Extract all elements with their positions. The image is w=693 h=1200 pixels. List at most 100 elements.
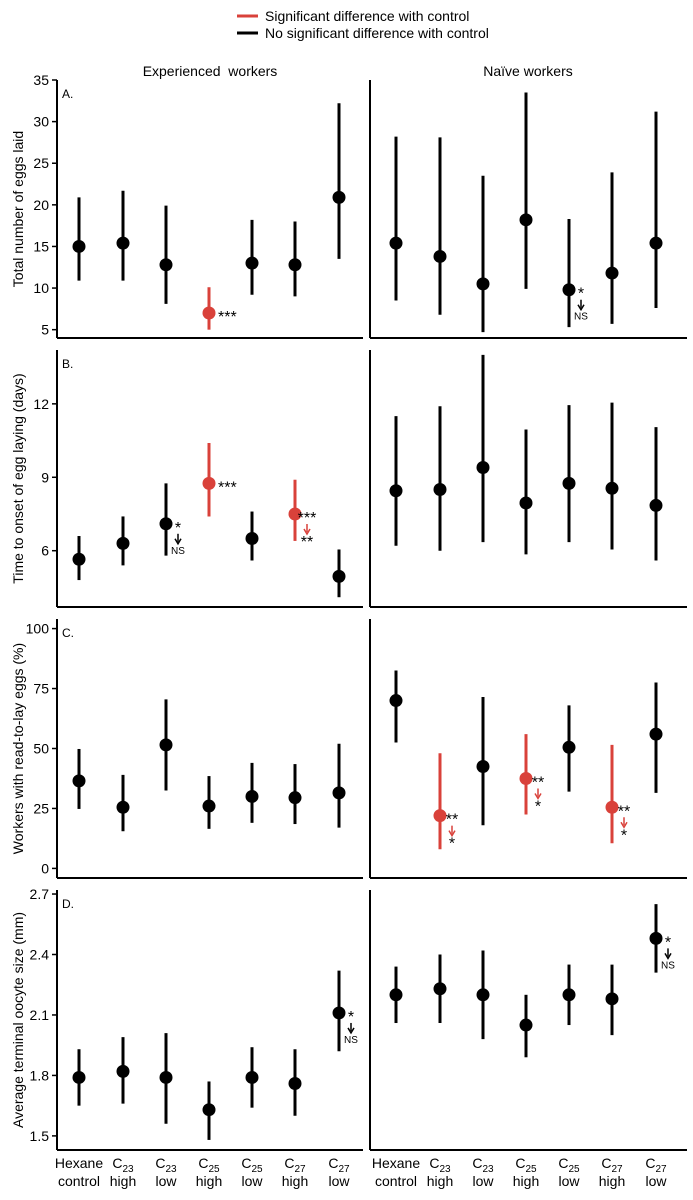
data-point — [389, 988, 403, 1002]
category-label: C23 — [112, 1155, 134, 1175]
data-point — [476, 988, 490, 1002]
data-point — [245, 1070, 259, 1084]
category-label: C25 — [198, 1155, 220, 1175]
category-label-line2: high — [599, 1173, 625, 1189]
category-label-line2: high — [196, 1173, 222, 1189]
significance-label: * — [665, 934, 671, 951]
category-label-line2: high — [282, 1173, 308, 1189]
data-point — [476, 460, 490, 474]
significance-label: * — [175, 520, 181, 537]
arrow-head — [534, 793, 542, 800]
panel-label: B. — [62, 357, 73, 371]
y-axis-label: Total number of eggs laid — [10, 131, 26, 287]
data-point — [332, 786, 346, 800]
y-axis-label: Time to onset of egg laying (days) — [10, 373, 26, 583]
significance-label: ** — [532, 774, 544, 791]
significance-label: *** — [298, 510, 317, 527]
data-point — [519, 1018, 533, 1032]
data-point — [288, 1076, 302, 1090]
data-point — [519, 771, 533, 785]
category-label: Hexane — [372, 1155, 420, 1171]
panel-2: 6 9 12 B. Time to onset of egg laying (days)… — [10, 350, 687, 608]
y-tick-label: 30 — [33, 114, 49, 130]
data-point — [202, 306, 216, 320]
significance-label: NS — [574, 312, 588, 323]
data-point — [605, 266, 619, 280]
data-point — [332, 569, 346, 583]
arrow-head — [664, 952, 672, 960]
y-tick-label: 1.8 — [30, 1067, 50, 1083]
y-tick-label: 6 — [41, 543, 49, 559]
category-label-line2: low — [558, 1173, 580, 1189]
category-label-line2: high — [427, 1173, 453, 1189]
legend-label-not-significant: No significant difference with control — [265, 25, 489, 41]
category-label-line2: low — [328, 1173, 350, 1189]
y-tick-label: 2.4 — [30, 946, 50, 962]
y-tick-label: 20 — [33, 197, 49, 213]
data-point — [116, 536, 130, 550]
significance-label: NS — [344, 1035, 358, 1046]
data-point — [116, 800, 130, 814]
significance-label: * — [348, 1009, 354, 1026]
category-label: C27 — [328, 1155, 350, 1175]
data-point — [288, 507, 302, 521]
panel-label: A. — [62, 87, 73, 101]
data-point — [605, 481, 619, 495]
significance-label: * — [578, 286, 584, 303]
data-point — [389, 694, 403, 708]
data-point — [159, 517, 173, 531]
y-tick-label: 1.5 — [30, 1128, 50, 1144]
data-point — [159, 258, 173, 272]
panel-label: D. — [62, 897, 74, 911]
data-point — [288, 791, 302, 805]
y-tick-label: 9 — [41, 469, 49, 485]
arrow-head — [577, 304, 585, 312]
data-point — [649, 498, 663, 512]
data-point — [72, 1070, 86, 1084]
data-point — [116, 236, 130, 250]
y-tick-label: 2.1 — [30, 1007, 50, 1023]
category-label: C27 — [645, 1155, 667, 1175]
x-axis-labels: HexanecontrolC23highC23lowC25highC25lowC… — [55, 1155, 668, 1189]
category-label: C25 — [515, 1155, 537, 1175]
data-point — [476, 759, 490, 773]
legend: Significant difference with control No s… — [237, 8, 489, 41]
category-label-line2: high — [513, 1173, 539, 1189]
data-point — [519, 496, 533, 510]
data-point — [72, 774, 86, 788]
category-label: C23 — [429, 1155, 451, 1175]
y-tick-label: 50 — [33, 741, 49, 757]
significance-label: *** — [218, 309, 237, 326]
panel-3: 0 25 50 75 100 C. Workers with read-to-lay egg… — [10, 619, 687, 879]
panel-1: 5 10 15 20 25 30 35 A. Total number of eggs laid… — [10, 72, 687, 339]
category-label-line2: low — [645, 1173, 667, 1189]
y-tick-label: 5 — [41, 322, 49, 338]
column-title-naive: Naïve workers — [483, 63, 572, 79]
data-point — [332, 1006, 346, 1020]
y-axis-label: Average terminal oocyte size (mm) — [10, 912, 26, 1128]
significance-label: NS — [661, 960, 675, 971]
data-point — [72, 552, 86, 566]
data-point — [605, 800, 619, 814]
significance-label: * — [621, 827, 627, 844]
data-point — [202, 1103, 216, 1117]
y-tick-label: 25 — [33, 155, 49, 171]
data-point — [476, 277, 490, 291]
data-point — [433, 483, 447, 497]
panel-label: C. — [62, 626, 74, 640]
y-tick-label: 10 — [33, 280, 49, 296]
data-point — [288, 258, 302, 272]
category-label-line2: control — [375, 1173, 417, 1189]
category-label-line2: low — [472, 1173, 494, 1189]
category-label: C23 — [155, 1155, 177, 1175]
data-point — [159, 738, 173, 752]
arrow-head — [347, 1027, 355, 1035]
y-tick-label: 0 — [41, 860, 49, 876]
data-point — [202, 799, 216, 813]
arrow-head — [174, 538, 182, 546]
arrow-head — [448, 830, 456, 838]
data-point — [562, 283, 576, 297]
significance-label: *** — [218, 479, 237, 496]
data-point — [433, 809, 447, 823]
